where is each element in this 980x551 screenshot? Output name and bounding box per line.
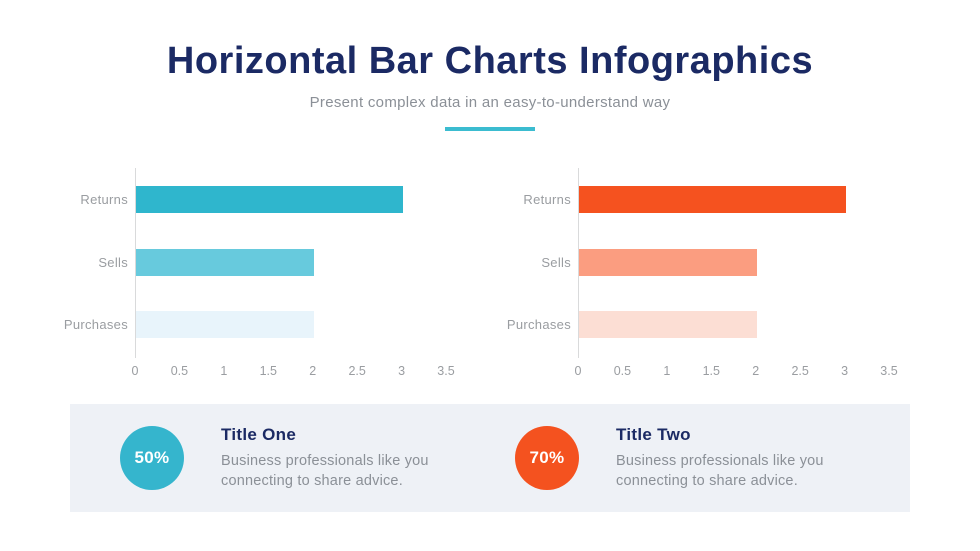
stat-item-two: 70% Title Two Business professionals lik… xyxy=(515,425,910,491)
page-title: Horizontal Bar Charts Infographics xyxy=(166,40,814,82)
category-label-sells: Sells xyxy=(541,254,571,270)
bar-returns xyxy=(136,186,403,213)
x-tick-label: 0 xyxy=(574,364,582,378)
x-tick-label: 0.5 xyxy=(613,364,632,378)
left-bar-chart: Returns Sells Purchases 0 0.5 1 1.5 2 2.5 3 3.5 xyxy=(60,168,455,386)
x-tick-label: 1 xyxy=(220,364,228,378)
x-tick-label: 1.5 xyxy=(702,364,720,378)
y-axis-line xyxy=(578,168,579,358)
stat-text-two: Title Two Business professionals like yo… xyxy=(616,425,861,491)
x-tick-label: 2 xyxy=(309,364,317,378)
percent-badge-one: 50% xyxy=(120,426,184,490)
header: Horizontal Bar Charts Infographics Prese… xyxy=(0,0,980,131)
y-axis-line xyxy=(135,168,136,358)
right-bar-chart: Returns Sells Purchases 0 0.5 1 1.5 2 2.5 3 3.5 xyxy=(503,168,898,386)
x-tick-label: 3.5 xyxy=(437,364,455,378)
category-label-returns: Returns xyxy=(523,192,571,207)
stat-description-two: Business professionals like you connecti… xyxy=(616,453,824,489)
bar-purchases xyxy=(136,311,314,338)
stat-title-two: Title Two xyxy=(616,425,691,445)
stat-description-one: Business professionals like you connecti… xyxy=(221,453,429,489)
x-tick-label: 0 xyxy=(131,364,139,378)
x-tick-label: 2.5 xyxy=(791,364,809,378)
x-tick-label: 0.5 xyxy=(170,364,189,378)
category-label-purchases: Purchases xyxy=(506,317,571,332)
title-underline xyxy=(445,126,535,131)
bar-purchases xyxy=(579,311,757,338)
x-tick-label: 1 xyxy=(663,364,671,378)
bar-sells xyxy=(136,248,314,276)
category-label-returns: Returns xyxy=(80,192,128,207)
charts-row: Returns Sells Purchases 0 0.5 1 1.5 2 2.5 3 3.5 Re… xyxy=(60,168,898,386)
stat-title-one: Title One xyxy=(221,425,297,445)
bar-returns xyxy=(579,186,846,213)
percent-badge-two: 70% xyxy=(515,426,579,490)
stat-text-one: Title One Business professionals like yo… xyxy=(221,425,466,491)
bar-sells xyxy=(579,248,757,276)
x-tick-label: 3 xyxy=(841,364,849,378)
x-tick-label: 3.5 xyxy=(880,364,898,378)
page-subtitle: Present complex data in an easy-to-under… xyxy=(309,93,671,111)
x-tick-label: 1.5 xyxy=(259,364,277,378)
stat-item-one: 50% Title One Business professionals lik… xyxy=(120,425,515,491)
category-label-purchases: Purchases xyxy=(63,317,128,332)
x-tick-label: 3 xyxy=(398,364,406,378)
x-tick-label: 2 xyxy=(752,364,760,378)
x-tick-label: 2.5 xyxy=(348,364,366,378)
category-label-sells: Sells xyxy=(98,254,128,270)
stats-panel: 50% Title One Business professionals lik… xyxy=(70,404,910,512)
